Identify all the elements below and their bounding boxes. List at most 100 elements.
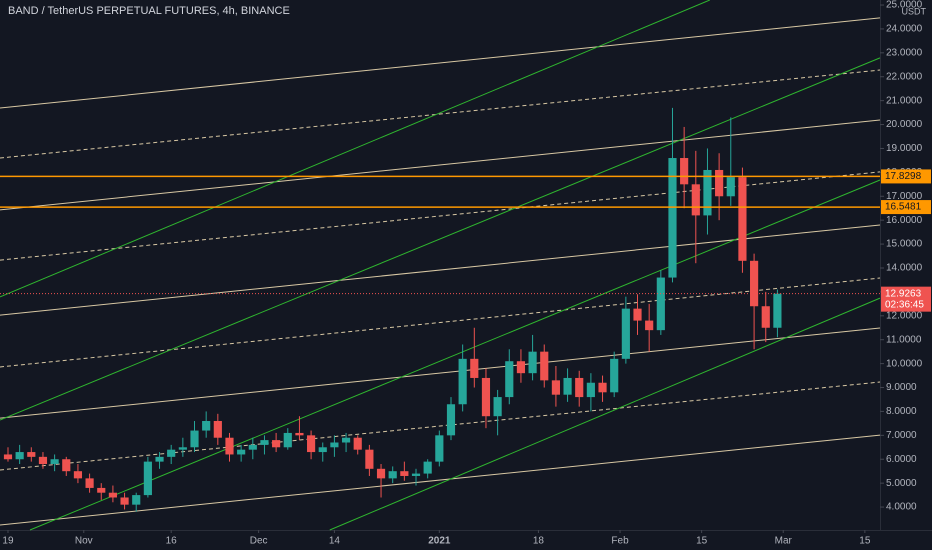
trendline [0,277,881,368]
candle-body [528,351,537,374]
candle-body [318,447,327,453]
candle-body [225,437,234,455]
candle-body [586,382,595,398]
candle-body [481,377,491,417]
price-level-label: 16.5481 [885,202,922,213]
y-tick-label: 16.0000 [886,215,923,226]
candle-body [85,478,94,488]
x-tick-label: Feb [611,536,629,547]
candle-body [365,449,374,469]
x-tick-label: 14 [329,536,341,547]
y-tick-label: 7.0000 [886,430,917,441]
countdown-label: 02:36:45 [885,299,924,310]
candle-body [761,306,770,328]
candle-body [680,158,689,185]
candle-body [27,452,36,457]
candle-body [470,358,479,378]
candle-body [703,169,712,216]
candle-body [621,308,630,359]
y-tick-label: 8.0000 [886,406,917,417]
candle-body [120,497,129,505]
y-tick-label: 17.0000 [886,191,923,202]
chart-title: BAND / TetherUS PERPETUAL FUTURES, 4h, B… [8,5,290,17]
candle-body [575,377,584,398]
candle-body [272,440,281,448]
candle-body [330,442,339,448]
y-tick-label: 14.0000 [886,263,923,274]
y-tick-label: 10.0000 [886,358,923,369]
candle-body [715,169,724,197]
trendline [0,57,881,421]
candle-body [458,358,467,405]
candle-body [50,459,59,465]
plot-area [0,0,881,531]
candle-body [493,397,502,417]
candle-body [3,454,13,460]
candle-body [400,471,409,476]
candle-body [283,432,292,448]
trendline [0,381,881,471]
candle-body [376,468,386,479]
candle-body [295,432,304,436]
candle-body [551,380,560,395]
y-tick-label: 4.0000 [886,502,917,513]
candle-body [143,461,152,496]
candle-body [167,449,176,457]
y-tick-label: 23.0000 [886,47,923,58]
candle-body [132,495,141,505]
last-price-tag [881,286,931,312]
candle-body [446,404,456,436]
y-tick-label: 25.0000 [886,0,923,11]
candle-body [108,492,117,498]
y-tick-label: 24.0000 [886,24,923,35]
trendline [0,69,881,159]
y-tick-label: 22.0000 [886,71,923,82]
candle-body [73,471,83,479]
candle-body [598,382,607,393]
candle-body [178,447,187,450]
y-tick-label: 15.0000 [886,239,923,250]
last-price-label: 12.9263 [885,288,922,299]
candle-body [540,351,549,381]
candle-body [610,358,619,393]
trendline [0,327,881,419]
y-tick-label: 21.0000 [886,95,923,106]
candle-body [411,473,421,476]
candle-body [388,471,397,479]
price-level-tag [881,200,931,215]
candle-body [738,177,747,261]
candle-body [668,158,677,278]
candle-body [773,293,782,328]
candle-body [505,361,514,398]
y-tick-label: 19.0000 [886,143,923,154]
candle-body [656,277,665,331]
candle-body [307,435,316,453]
x-tick-label: Dec [250,536,268,547]
candle-body [97,487,106,493]
candle-body [38,456,48,465]
candle-body [691,184,700,216]
trendline [329,297,881,531]
y-tick-label: 11.0000 [886,334,922,345]
currency-label: USDT [902,6,927,16]
candle-body [15,452,24,460]
price-level-tag [881,169,931,184]
price-level-label: 17.8298 [885,171,922,182]
y-tick-label: 6.0000 [886,454,917,465]
trendline [29,179,881,531]
candle-body [435,435,444,462]
x-tick-label: Nov [75,536,93,547]
candle-body [750,260,759,307]
x-tick-label: 15 [859,536,871,547]
candle-body [202,420,211,431]
x-tick-label: 18 [533,536,545,547]
candle-body [423,461,432,474]
candle-body [726,177,735,197]
candle-body [633,308,642,321]
candle-body [248,444,257,450]
x-tick-label: 2021 [428,536,451,547]
candle-body [516,361,526,374]
